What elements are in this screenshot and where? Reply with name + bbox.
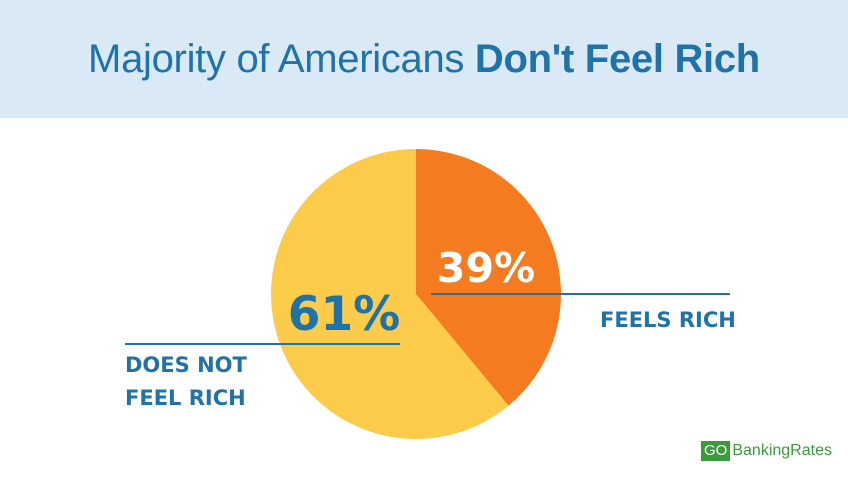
pie-slice-does-not-feel-rich: [271, 149, 509, 439]
category-label-feels-rich: FEELS RICH: [600, 308, 736, 332]
title-bold-part: Don't Feel Rich: [474, 36, 760, 81]
category-label-does-not-line-1: DOES NOT: [125, 353, 247, 377]
gobankingrates-logo: GO BankingRates: [701, 440, 832, 462]
category-label-does-not-line-2: FEEL RICH: [125, 386, 246, 410]
header-banner: Majority of Americans Don't Feel Rich: [0, 0, 848, 118]
chart-title: Majority of Americans Don't Feel Rich: [88, 37, 760, 82]
value-label-does-not-feel-rich: 61%: [288, 287, 401, 342]
title-light-part: Majority of Americans: [88, 36, 475, 81]
pie-slice-feels-rich: [416, 149, 562, 406]
logo-go-mark: GO: [701, 441, 731, 461]
value-label-feels-rich: 39%: [437, 244, 535, 292]
logo-wordmark: BankingRates: [732, 442, 832, 459]
